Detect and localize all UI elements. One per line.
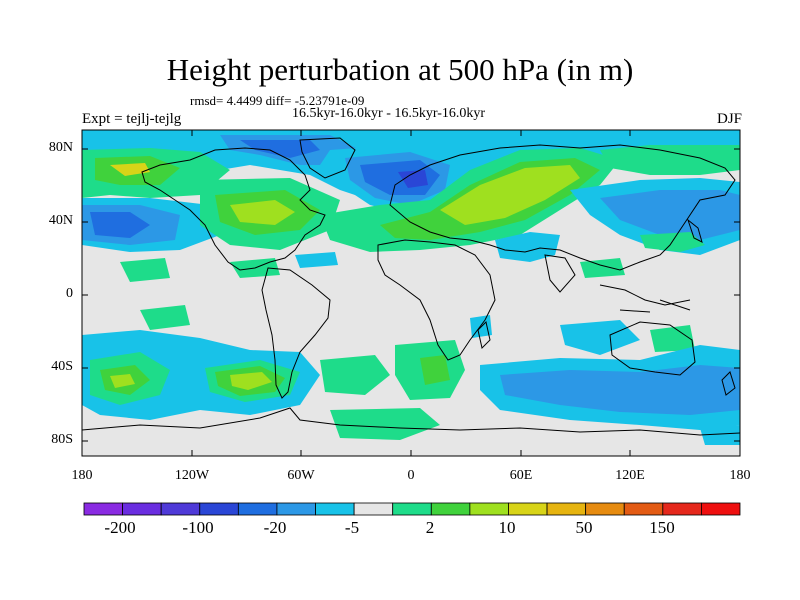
- colorbar-label: 10: [498, 518, 516, 537]
- coastline: [389, 144, 736, 271]
- colorbar-swatch: [237, 502, 278, 516]
- field-region: [560, 320, 640, 355]
- coastline: [686, 218, 703, 243]
- colorbar-label: -200: [104, 518, 136, 537]
- lon-label-60e: 60E: [509, 468, 533, 483]
- field-region: [495, 232, 560, 262]
- lat-label-80s: 80S: [51, 432, 73, 447]
- field-region: [120, 258, 170, 282]
- field-region: [230, 200, 295, 225]
- coastline: [609, 321, 696, 376]
- colorbar-swatch: [623, 502, 664, 516]
- lon-label-180w: 180: [71, 468, 93, 483]
- field-region: [580, 258, 625, 278]
- colorbar-swatch: [546, 502, 587, 516]
- field-region: [420, 355, 450, 385]
- colorbar-swatch: [430, 502, 471, 516]
- lat-label-80n: 80N: [48, 140, 73, 155]
- field-region: [240, 140, 320, 158]
- field-region: [110, 374, 135, 388]
- colorbar-swatch: [508, 502, 548, 516]
- field-region: [140, 305, 190, 330]
- field-region: [398, 170, 428, 188]
- colorbar-swatch: [392, 502, 432, 516]
- colorbar-label: 150: [649, 518, 675, 537]
- lon-label-60w: 60W: [287, 468, 315, 483]
- lat-ticks: [82, 148, 740, 442]
- field-region: [440, 165, 580, 225]
- lon-ticks: [81, 130, 741, 456]
- colorbar-swatch: [160, 502, 201, 516]
- coastline: [82, 407, 740, 436]
- lat-label-40n: 40N: [48, 213, 73, 228]
- colorbar-swatch: [662, 502, 702, 516]
- field-region: [600, 190, 740, 240]
- colorbar: [83, 502, 741, 516]
- coastline: [599, 284, 691, 313]
- coastline: [477, 321, 491, 349]
- coastline: [544, 254, 576, 293]
- colorbar-label: -5: [344, 518, 360, 537]
- field-region: [110, 163, 150, 176]
- colorbar-label: 50: [575, 518, 593, 537]
- field-region: [500, 365, 740, 415]
- colorbar-swatch: [83, 502, 123, 516]
- colorbar-swatch: [315, 502, 355, 516]
- period-line: 16.5kyr-16.0kyr - 16.5kyr-16.0kyr: [292, 106, 486, 121]
- coastline: [721, 371, 736, 396]
- colorbar-swatch: [701, 502, 741, 516]
- stats-line: rmsd= 4.4499 diff= -5.23791e-09: [190, 93, 365, 108]
- field-region: [700, 425, 740, 445]
- field-region: [600, 145, 740, 175]
- contour-field: [82, 130, 740, 445]
- map-title: Height perturbation at 500 hPa (in m): [166, 52, 634, 87]
- coastline: [261, 267, 331, 399]
- lat-label-40s: 40S: [51, 359, 73, 374]
- field-region: [360, 160, 440, 195]
- lon-label-120w: 120W: [174, 468, 210, 483]
- colorbar-label: -20: [263, 518, 287, 537]
- field-region: [320, 355, 390, 395]
- lon-label-180e: 180: [729, 468, 751, 483]
- lon-label-120e: 120E: [615, 468, 645, 483]
- colorbar-swatch: [469, 502, 509, 516]
- field-region: [90, 212, 150, 238]
- coastline: [377, 239, 496, 361]
- colorbar-swatch: [199, 502, 239, 516]
- colorbar-swatch: [353, 502, 394, 516]
- coastline: [141, 147, 326, 271]
- colorbar-label: 2: [425, 518, 435, 537]
- coastline: [299, 137, 356, 179]
- experiment-label: Expt = tejlj-tejlg: [82, 111, 182, 127]
- colorbar-swatch: [122, 502, 162, 516]
- coastlines: [82, 137, 740, 436]
- field-region: [330, 408, 440, 440]
- field-region: [295, 252, 338, 268]
- colorbar-swatch: [276, 502, 316, 516]
- season-label: DJF: [716, 111, 742, 127]
- field-region: [650, 325, 695, 352]
- colorbar-label: -100: [182, 518, 214, 537]
- field-region: [230, 372, 272, 390]
- colorbar-swatch: [585, 502, 625, 516]
- lat-label-0: 0: [66, 286, 73, 301]
- lon-label-0: 0: [407, 468, 415, 483]
